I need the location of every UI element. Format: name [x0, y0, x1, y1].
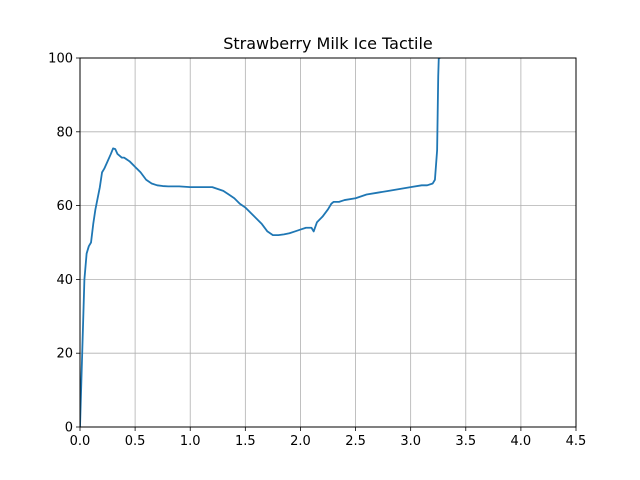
y-tick-label: 60: [56, 199, 73, 214]
y-tick-label: 100: [48, 52, 73, 67]
y-tick-label: 0: [65, 421, 73, 436]
x-tick-label: 1.0: [180, 434, 201, 449]
chart-title: Strawberry Milk Ice Tactile: [223, 34, 433, 53]
series-line: [80, 58, 441, 427]
x-tick-label: 4.0: [511, 434, 532, 449]
x-tick-label: 0.0: [70, 434, 91, 449]
y-tick-label: 40: [56, 273, 73, 288]
x-tick-label: 4.5: [566, 434, 587, 449]
y-tick-label: 80: [56, 125, 73, 140]
x-tick-label: 0.5: [125, 434, 146, 449]
plot-series: [80, 58, 441, 427]
x-tick-label: 2.0: [290, 434, 311, 449]
x-tick-label: 2.5: [345, 434, 366, 449]
x-tick-label: 1.5: [235, 434, 256, 449]
y-tick-label: 20: [56, 347, 73, 362]
x-tick-label: 3.0: [400, 434, 421, 449]
x-axis: 0.0 0.5 1.0 1.5 2.0 2.5 3.0 3.5 4.0 4.5: [70, 427, 587, 449]
y-axis: 0 20 40 60 80 100: [48, 52, 80, 436]
x-tick-label: 3.5: [455, 434, 476, 449]
plot-frame: [79, 57, 577, 428]
